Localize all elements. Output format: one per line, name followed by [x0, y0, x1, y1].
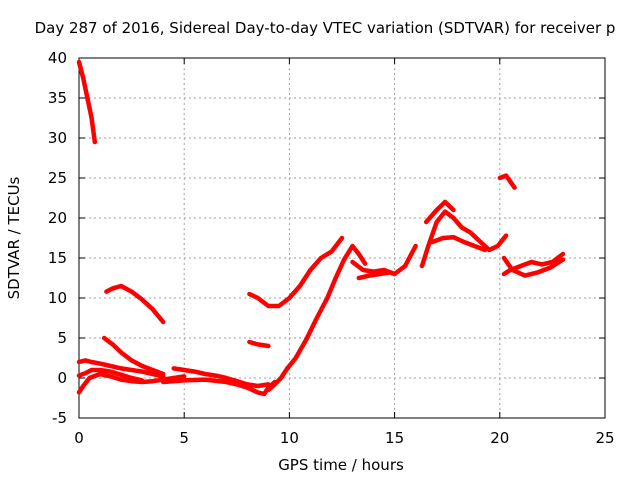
plot-frame [78, 57, 606, 419]
y-tick-label: 5 [57, 329, 67, 347]
axis-ticks [78, 57, 606, 419]
x-tick-label: 0 [74, 429, 84, 447]
data-trace-19 [501, 255, 566, 278]
data-trace-17 [497, 173, 517, 190]
data-trace-1 [76, 59, 98, 145]
data-trace-2 [104, 283, 166, 325]
grid-lines [79, 58, 605, 418]
y-tick-label: 40 [48, 49, 67, 67]
x-axis-label: GPS time / hours [278, 456, 404, 474]
y-tick-label: 15 [48, 249, 67, 267]
x-tick-label: 5 [179, 429, 189, 447]
data-trace-13 [356, 270, 393, 281]
data-series [76, 59, 566, 397]
y-tick-label: 20 [48, 209, 67, 227]
data-trace-11 [266, 243, 368, 393]
data-trace-12 [350, 243, 418, 277]
data-trace-7 [171, 366, 271, 389]
x-tick-label: 15 [385, 429, 404, 447]
data-trace-16 [430, 234, 488, 253]
x-tick-label: 25 [595, 429, 614, 447]
data-trace-14 [419, 209, 509, 269]
data-trace-5 [76, 371, 187, 395]
data-trace-15 [423, 199, 456, 225]
data-trace-9 [247, 235, 345, 309]
y-tick-label: 0 [57, 369, 67, 387]
data-trace-3 [101, 335, 166, 377]
data-trace-10 [247, 339, 271, 349]
chart-title: Day 287 of 2016, Sidereal Day-to-day VTE… [35, 19, 616, 37]
y-tick-labels: -5 0 5 10 15 20 25 30 35 40 [48, 49, 67, 427]
y-tick-label: 25 [48, 169, 67, 187]
data-trace-6 [76, 367, 145, 383]
x-tick-label: 20 [490, 429, 509, 447]
data-trace-4 [76, 358, 166, 379]
y-axis-label: SDTVAR / TECUs [5, 176, 23, 299]
y-tick-label: 10 [48, 289, 67, 307]
x-tick-labels: 0 5 10 15 20 25 [74, 429, 614, 447]
x-tick-label: 10 [280, 429, 299, 447]
y-tick-label: 30 [48, 129, 67, 147]
y-tick-label: 35 [48, 89, 67, 107]
y-tick-label: -5 [52, 409, 67, 427]
